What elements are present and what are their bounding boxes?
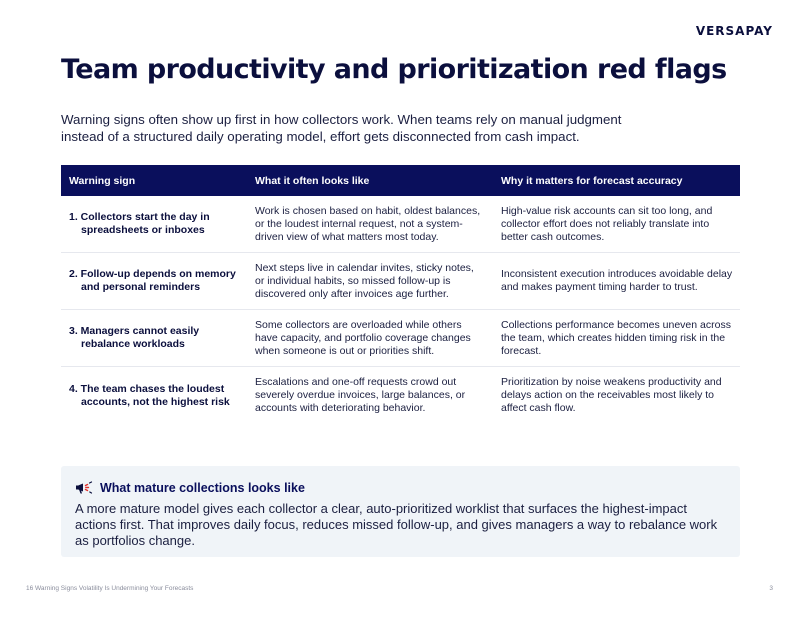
why-it-matters-cell: Inconsistent execution introduces avoida…: [501, 268, 733, 293]
why-it-matters-cell: High-value risk accounts can sit too lon…: [501, 204, 713, 243]
table-row: 3. Managers cannot easily rebalance work…: [61, 310, 740, 367]
red-flags-table: Warning sign What it often looks like Wh…: [61, 165, 740, 424]
warning-sign-cell: 2. Follow-up depends on memory and perso…: [69, 268, 236, 293]
page-title: Team productivity and prioritization red…: [61, 54, 727, 85]
callout-body: A more mature model gives each collector…: [75, 501, 718, 548]
why-it-matters-cell: Collections performance becomes uneven a…: [501, 318, 731, 357]
header-looks-like: What it often looks like: [255, 174, 370, 187]
page-number: 3: [769, 585, 773, 592]
warning-sign-cell: 3. Managers cannot easily rebalance work…: [69, 325, 200, 350]
looks-like-cell: Some collectors are overloaded while oth…: [255, 318, 471, 357]
table-row: 4. The team chases the loudest accounts,…: [61, 367, 740, 424]
warning-sign-cell: 4. The team chases the loudest accounts,…: [69, 382, 230, 408]
header-why-it-matters: Why it matters for forecast accuracy: [501, 174, 683, 187]
footer-document-title: 16 Warning Signs Volatility Is Undermini…: [26, 585, 194, 592]
table-header: Warning sign What it often looks like Wh…: [61, 165, 740, 196]
looks-like-cell: Escalations and one-off requests crowd o…: [255, 376, 466, 414]
brand-logo: VERSAPAY: [695, 24, 773, 38]
intro-paragraph: Warning signs often show up first in how…: [61, 112, 622, 144]
warning-sign-cell: 1. Collectors start the day in spreadshe…: [69, 211, 210, 236]
why-it-matters-cell: Prioritization by noise weakens producti…: [501, 376, 722, 414]
megaphone-icon: [75, 480, 93, 496]
looks-like-cell: Next steps live in calendar invites, sti…: [255, 261, 474, 300]
callout-title: What mature collections looks like: [100, 481, 305, 495]
header-warning-sign: Warning sign: [69, 174, 136, 187]
table-row: 1. Collectors start the day in spreadshe…: [61, 196, 740, 253]
mature-collections-callout: What mature collections looks like A mor…: [61, 466, 740, 557]
looks-like-cell: Work is chosen based on habit, oldest ba…: [255, 204, 481, 243]
table-row: 2. Follow-up depends on memory and perso…: [61, 253, 740, 310]
